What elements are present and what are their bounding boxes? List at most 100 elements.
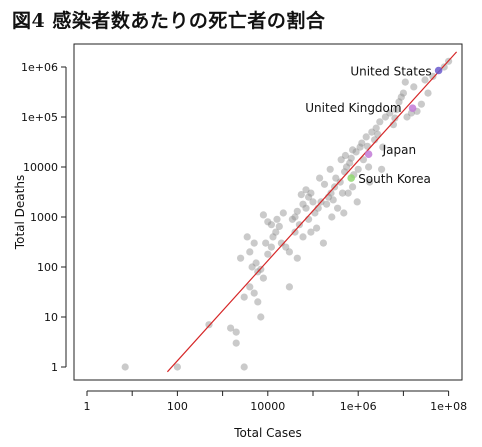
data-point bbox=[259, 211, 267, 219]
annotation-united-kingdom: United Kingdom bbox=[305, 101, 401, 115]
x-axis: 1 100 10000 1e+06 1e+08 bbox=[84, 390, 467, 413]
data-point bbox=[410, 83, 418, 91]
y-tick-label: 10 bbox=[44, 311, 58, 324]
data-point bbox=[267, 243, 275, 251]
data-point bbox=[341, 151, 349, 160]
data-point bbox=[368, 128, 376, 136]
data-point bbox=[352, 148, 360, 156]
annotation-japan: Japan bbox=[382, 143, 416, 157]
data-point bbox=[424, 89, 432, 97]
data-point bbox=[307, 228, 315, 236]
data-point bbox=[340, 209, 348, 217]
data-point bbox=[371, 136, 379, 144]
x-tick-label: 100 bbox=[167, 400, 188, 413]
data-point bbox=[349, 183, 357, 191]
annotation-south-korea: South Korea bbox=[358, 172, 431, 186]
data-point bbox=[250, 239, 258, 247]
y-tick-label: 10000 bbox=[23, 161, 58, 174]
data-point bbox=[326, 165, 334, 173]
y-tick-label: 1000 bbox=[30, 211, 58, 224]
data-point bbox=[319, 239, 327, 247]
data-point bbox=[332, 174, 340, 182]
data-point bbox=[299, 233, 307, 241]
data-point bbox=[302, 204, 310, 212]
y-axis: 1 10 100 1000 10000 1e+05 1e+06 bbox=[21, 61, 67, 374]
data-point bbox=[227, 324, 235, 332]
data-point bbox=[338, 189, 347, 197]
regression-line bbox=[166, 51, 458, 373]
data-point bbox=[299, 200, 307, 208]
data-point bbox=[356, 143, 364, 151]
data-point bbox=[269, 233, 277, 241]
data-point bbox=[363, 142, 371, 150]
data-point bbox=[320, 180, 329, 188]
data-point bbox=[359, 156, 367, 164]
data-point bbox=[262, 239, 270, 247]
data-point bbox=[374, 130, 382, 138]
data-point bbox=[342, 163, 351, 171]
data-point bbox=[293, 254, 301, 262]
data-point bbox=[285, 283, 293, 291]
data-point bbox=[246, 283, 254, 291]
data-point bbox=[417, 100, 425, 108]
y-tick-label: 1e+05 bbox=[21, 111, 58, 124]
data-point bbox=[307, 189, 315, 197]
data-point bbox=[250, 289, 258, 297]
data-point bbox=[401, 78, 409, 86]
data-point bbox=[302, 186, 310, 194]
data-point bbox=[399, 89, 407, 97]
data-point bbox=[347, 154, 355, 162]
data-point bbox=[353, 198, 361, 206]
data-point bbox=[421, 76, 429, 84]
data-point bbox=[275, 222, 283, 230]
data-point bbox=[305, 193, 313, 201]
data-point bbox=[288, 215, 296, 223]
data-point bbox=[293, 207, 301, 215]
data-point bbox=[291, 228, 299, 236]
data-point bbox=[391, 114, 399, 122]
data-point bbox=[344, 189, 352, 197]
data-point bbox=[376, 118, 384, 126]
data-point bbox=[232, 339, 240, 347]
data-point bbox=[121, 363, 129, 371]
data-point bbox=[264, 218, 272, 226]
annotation-united-states: United States bbox=[350, 65, 431, 79]
data-point bbox=[254, 298, 262, 306]
data-point bbox=[379, 143, 387, 151]
data-point bbox=[336, 178, 344, 186]
highlight-point-united-kingdom bbox=[408, 104, 417, 112]
data-point bbox=[334, 204, 342, 212]
data-point bbox=[354, 165, 362, 173]
x-axis-label: Total Cases bbox=[233, 426, 301, 440]
points-layer bbox=[121, 57, 453, 371]
data-point bbox=[243, 233, 251, 241]
data-point bbox=[305, 215, 313, 223]
x-tick-label: 10000 bbox=[250, 400, 285, 413]
data-point bbox=[291, 213, 299, 221]
data-point bbox=[295, 221, 303, 229]
data-point bbox=[389, 121, 397, 129]
figure-title: 図4 感染者数あたりの死亡者の割合 bbox=[12, 10, 326, 32]
highlight-layer: United States United Kingdom Japan South Ko… bbox=[305, 65, 443, 186]
y-tick-label: 1 bbox=[51, 361, 58, 374]
data-point bbox=[365, 163, 373, 171]
data-point bbox=[267, 221, 275, 229]
y-tick-label: 1e+06 bbox=[21, 61, 58, 74]
highlight-point-japan bbox=[364, 150, 373, 158]
data-point bbox=[282, 243, 290, 251]
data-point bbox=[240, 293, 248, 301]
y-axis-label: Total Deaths bbox=[13, 175, 27, 250]
data-point bbox=[366, 178, 374, 186]
data-point bbox=[386, 109, 394, 117]
highlight-point-south-korea bbox=[347, 174, 356, 182]
data-point bbox=[327, 189, 335, 197]
data-point bbox=[381, 113, 389, 121]
data-point bbox=[346, 159, 354, 167]
y-tick-label: 100 bbox=[37, 261, 58, 274]
data-point bbox=[429, 72, 437, 80]
data-point bbox=[273, 215, 281, 223]
regression-line-layer bbox=[166, 51, 458, 373]
data-point bbox=[285, 248, 293, 256]
x-tick-label: 1e+08 bbox=[430, 400, 467, 413]
